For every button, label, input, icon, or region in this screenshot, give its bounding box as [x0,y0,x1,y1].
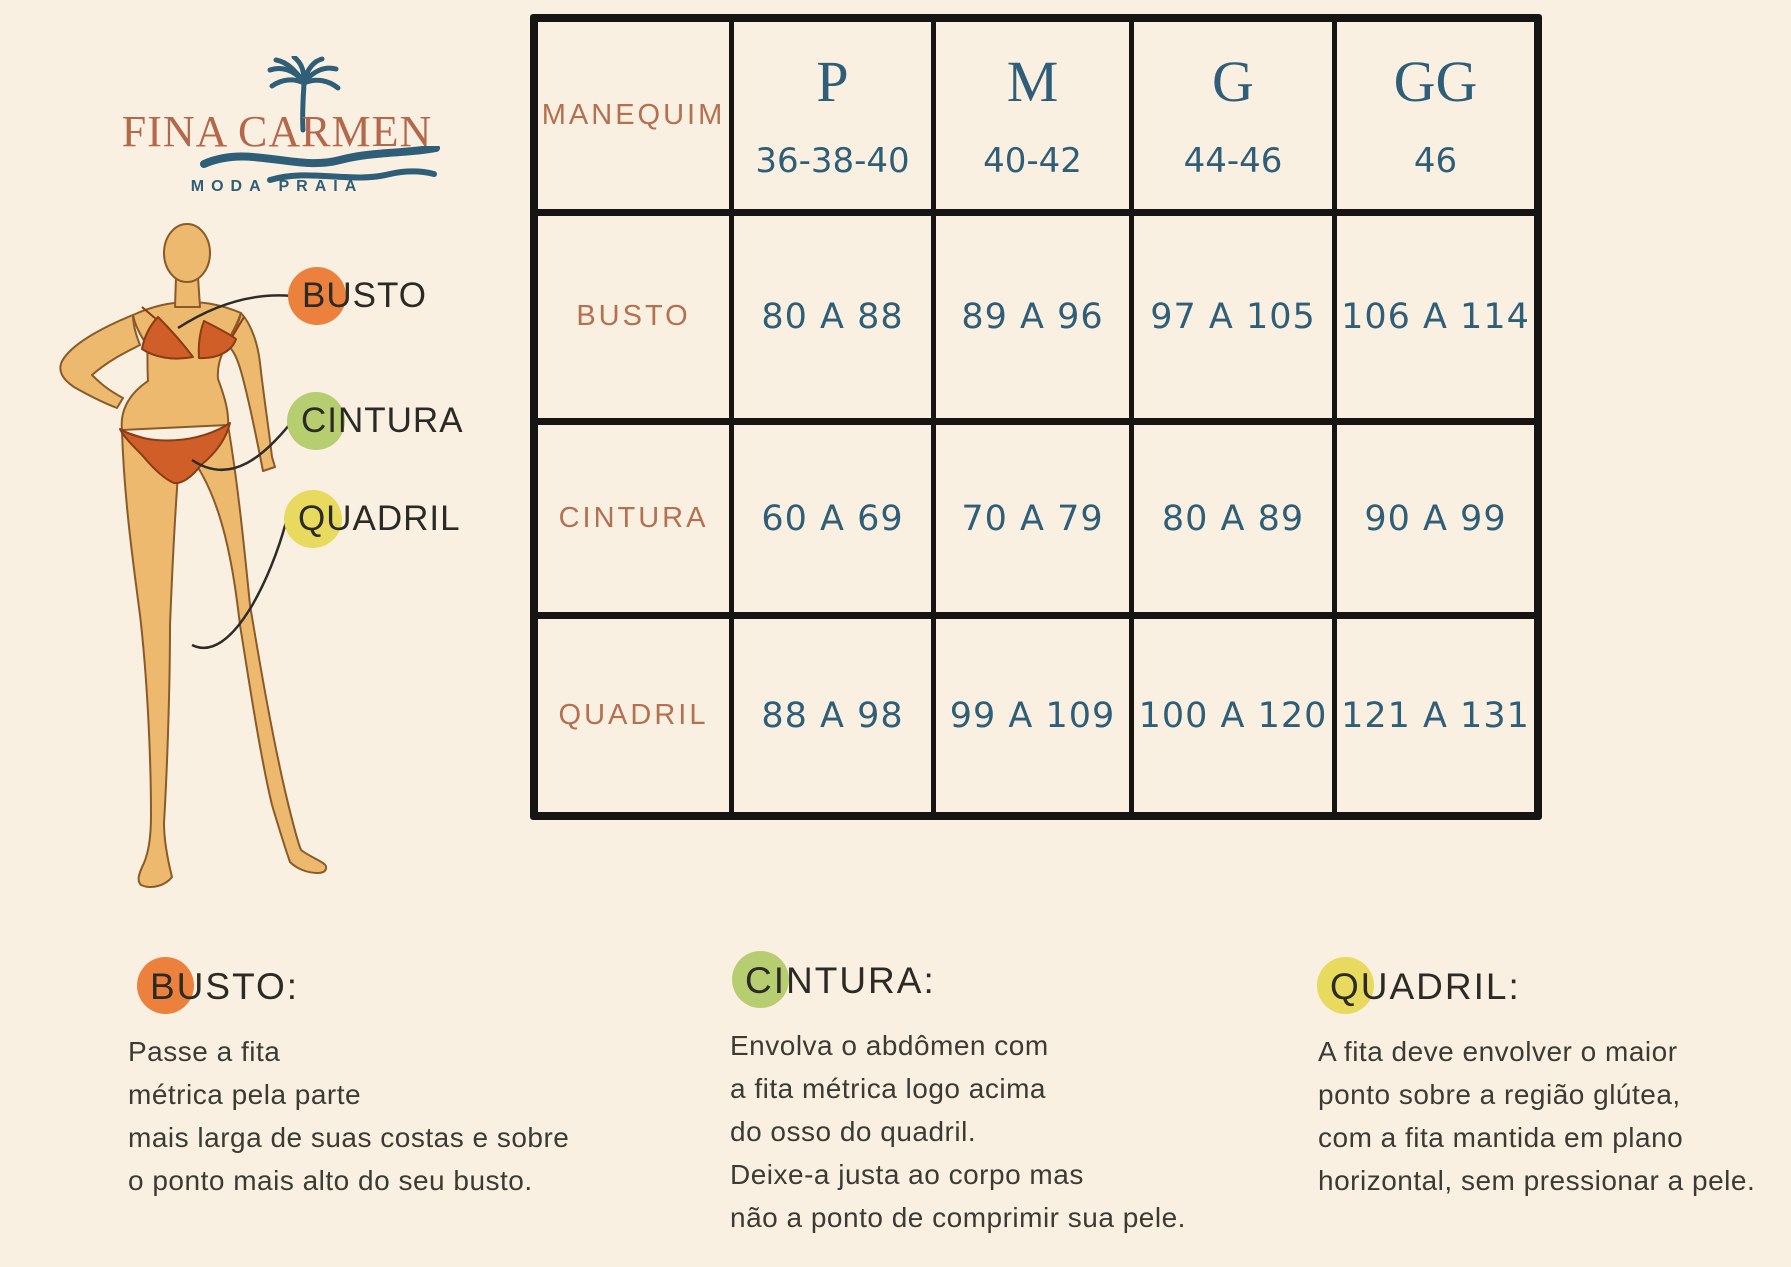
table-cell: 100 A 120 [1134,619,1337,812]
manequim-range: 46 [1413,141,1458,181]
quadril-dot-icon [284,490,342,548]
cintura-label: CINTURA [301,401,464,440]
size-table: MANEQUIM P 36-38-40 M 40-42 G 44-46 GG 4… [530,14,1542,820]
table-cell: 121 A 131 [1341,695,1530,736]
figure-bikini [119,306,245,485]
instruction-cintura-heading: CINTURA: [732,951,936,1010]
table-header-m: M 40-42 [936,22,1135,216]
label-connector-lines [177,294,293,649]
manequim-range: 40-42 [983,141,1082,181]
size-letter: G [1212,49,1254,114]
cintura-dot-icon [732,951,789,1008]
cintura-dot-icon [287,392,345,450]
table-row-label-cintura: CINTURA [538,424,735,620]
table-cell: 60 A 69 [734,424,936,620]
instruction-quadril-text: A fita deve envolver o maior ponto sobre… [1318,1036,1756,1196]
figure-illustration [59,223,328,888]
busto-dot-icon [288,267,346,325]
quadril-label: QUADRIL [298,499,461,538]
palm-tree-icon [267,56,341,133]
instruction-cintura: CINTURA: Envolva o abdômen com a fita mé… [730,951,1186,1239]
brand-name: FINA CARMEN [121,107,433,156]
table-row-label-quadril: QUADRIL [538,619,735,812]
figure-torso [120,301,242,431]
figure-right-leg [185,424,328,874]
figure-label-quadril: QUADRIL [284,490,461,548]
table-cell: 80 A 88 [734,215,936,425]
brand-subtitle: MODA PRAIA [190,178,364,195]
brand-logo: FINA CARMEN MODA PRAIA [112,40,442,200]
table-cell: 89 A 96 [936,215,1135,425]
size-letter: P [816,49,849,114]
table-cell: 80 A 89 [1134,424,1337,620]
table-cell: 97 A 105 [1134,215,1337,425]
busto-dot-icon [137,957,194,1014]
wave-icon [200,146,440,183]
size-letter: M [1006,49,1059,114]
corner-label: MANEQUIM [541,98,726,131]
instruction-quadril-heading: QUADRIL: [1317,957,1521,1016]
table-cell: 70 A 79 [936,424,1135,620]
table-cell: 90 A 99 [1336,425,1534,620]
instruction-quadril: QUADRIL: A fita deve envolver o maior po… [1317,957,1756,1202]
figure-label-cintura: CINTURA [287,392,464,450]
instruction-busto-text: Passe a fita métrica pela parte mais lar… [128,1036,570,1196]
table-cell: 99 A 109 [936,619,1135,812]
busto-label: BUSTO [302,276,427,315]
table-header-gg: GG 46 [1336,22,1534,216]
figure-left-leg [121,430,181,888]
table-corner-cell: MANEQUIM [538,22,735,216]
table-header-p: P 36-38-40 [734,22,936,216]
instruction-cintura-text: Envolva o abdômen com a fita métrica log… [730,1030,1186,1233]
size-letter: GG [1393,49,1478,114]
figure-label-busto: BUSTO [288,267,427,325]
figure-left-arm [59,314,141,409]
manequim-range: 36-38-40 [755,141,910,181]
quadril-dot-icon [1317,957,1374,1014]
instruction-busto: BUSTO: Passe a fita métrica pela parte m… [128,957,570,1202]
table-cell: 106 A 114 [1336,216,1534,425]
figure-head [163,223,211,308]
table-cell: 88 A 98 [734,619,936,812]
table-row-label-busto: BUSTO [538,215,735,425]
table-header-g: G 44-46 [1134,22,1337,216]
manequim-range: 44-46 [1183,141,1283,181]
instruction-busto-heading: BUSTO: [137,957,299,1016]
